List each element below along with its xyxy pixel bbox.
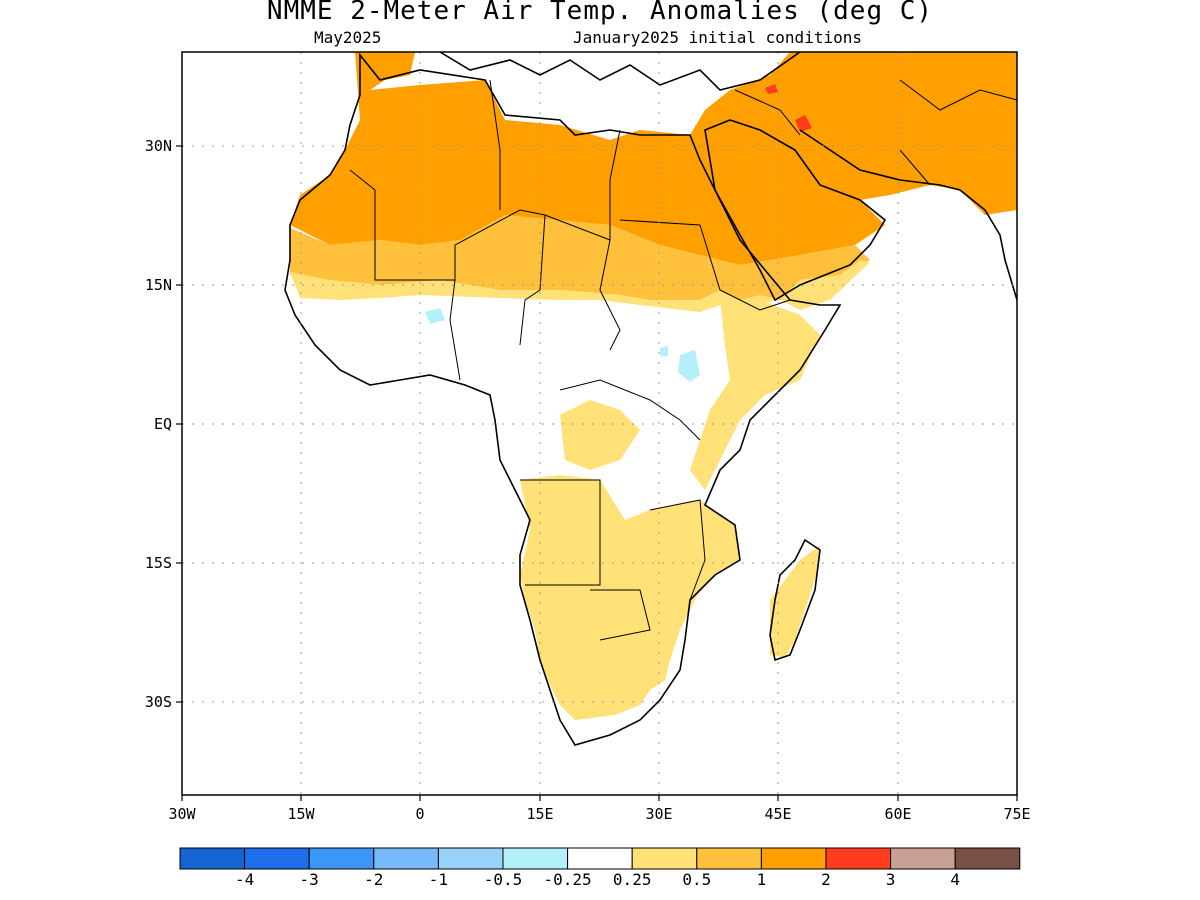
madagascar-coastline bbox=[769, 538, 821, 662]
country-borders bbox=[349, 79, 1017, 641]
colorbar-label: 3 bbox=[885, 870, 896, 889]
lat-label-15s: 15S bbox=[144, 554, 172, 572]
colorbar-swatch bbox=[631, 847, 698, 870]
india-coastline bbox=[959, 189, 1017, 301]
initial-conditions: January2025 initial conditions bbox=[573, 28, 862, 47]
arabia-coastline bbox=[704, 119, 887, 302]
graticule bbox=[182, 52, 1017, 795]
colorbar-label: -1 bbox=[428, 870, 449, 889]
colorbar-swatch bbox=[890, 847, 956, 870]
colorbar-label: 1 bbox=[756, 870, 767, 889]
colorbar-swatch bbox=[696, 847, 762, 870]
lon-label-30e: 30E bbox=[645, 805, 673, 823]
anomaly-band-0.5-1-north bbox=[290, 215, 870, 305]
anomaly-band-0.25-0.5-sahel bbox=[290, 260, 870, 312]
colorbar-label: -0.25 bbox=[543, 870, 592, 889]
colorbar-swatch bbox=[179, 847, 246, 870]
colorbar-swatch bbox=[308, 847, 375, 870]
forecast-month: May2025 bbox=[314, 28, 382, 47]
tick-marks bbox=[176, 145, 1018, 801]
colorbar-label: 4 bbox=[950, 870, 960, 889]
lat-label-15n: 15N bbox=[144, 276, 172, 294]
persia-coastline bbox=[799, 129, 961, 191]
anomaly-band-0.25-0.5-east bbox=[690, 300, 820, 490]
colorbar-swatch bbox=[373, 847, 439, 870]
lon-label-60e: 60E bbox=[884, 805, 912, 823]
colorbar bbox=[179, 847, 1021, 870]
colorbar-label: -3 bbox=[299, 870, 319, 889]
map-area bbox=[182, 52, 1017, 795]
colorbar-swatch bbox=[244, 847, 310, 870]
lon-label-0: 0 bbox=[415, 805, 425, 823]
colorbar-label: 0.5 bbox=[682, 870, 712, 889]
lat-label-30s: 30S bbox=[144, 693, 172, 711]
lon-label-15e: 15E bbox=[526, 805, 554, 823]
colorbar-swatch bbox=[825, 847, 892, 870]
coastlines bbox=[284, 52, 1017, 746]
lon-label-75e: 75E bbox=[1003, 805, 1031, 823]
lat-label-30n: 30N bbox=[144, 137, 172, 155]
colorbar-swatch bbox=[760, 847, 827, 870]
anomaly-band-1-2 bbox=[290, 52, 1017, 265]
lon-label-30w: 30W bbox=[168, 805, 196, 823]
lat-label-eq: EQ bbox=[153, 415, 172, 433]
colorbar-label: 2 bbox=[821, 870, 831, 889]
colorbar-swatch bbox=[437, 847, 504, 870]
colorbar-label: -4 bbox=[234, 870, 255, 889]
map-title: NMME 2-Meter Air Temp. Anomalies (deg C) bbox=[266, 0, 934, 26]
colorbar-swatch bbox=[502, 847, 569, 870]
lon-label-45e: 45E bbox=[764, 805, 792, 823]
colorbar-swatch bbox=[954, 847, 1021, 870]
anomaly-band-2-3 bbox=[765, 84, 812, 132]
colorbar-label: -2 bbox=[364, 870, 384, 889]
colorbar-label: 0.25 bbox=[612, 870, 652, 889]
africa-coastline bbox=[284, 52, 842, 746]
europe-coastline bbox=[439, 52, 801, 91]
lon-label-15w: 15W bbox=[287, 805, 315, 823]
colorbar-label: -0.5 bbox=[483, 870, 523, 889]
colorbar-swatch bbox=[567, 847, 633, 870]
